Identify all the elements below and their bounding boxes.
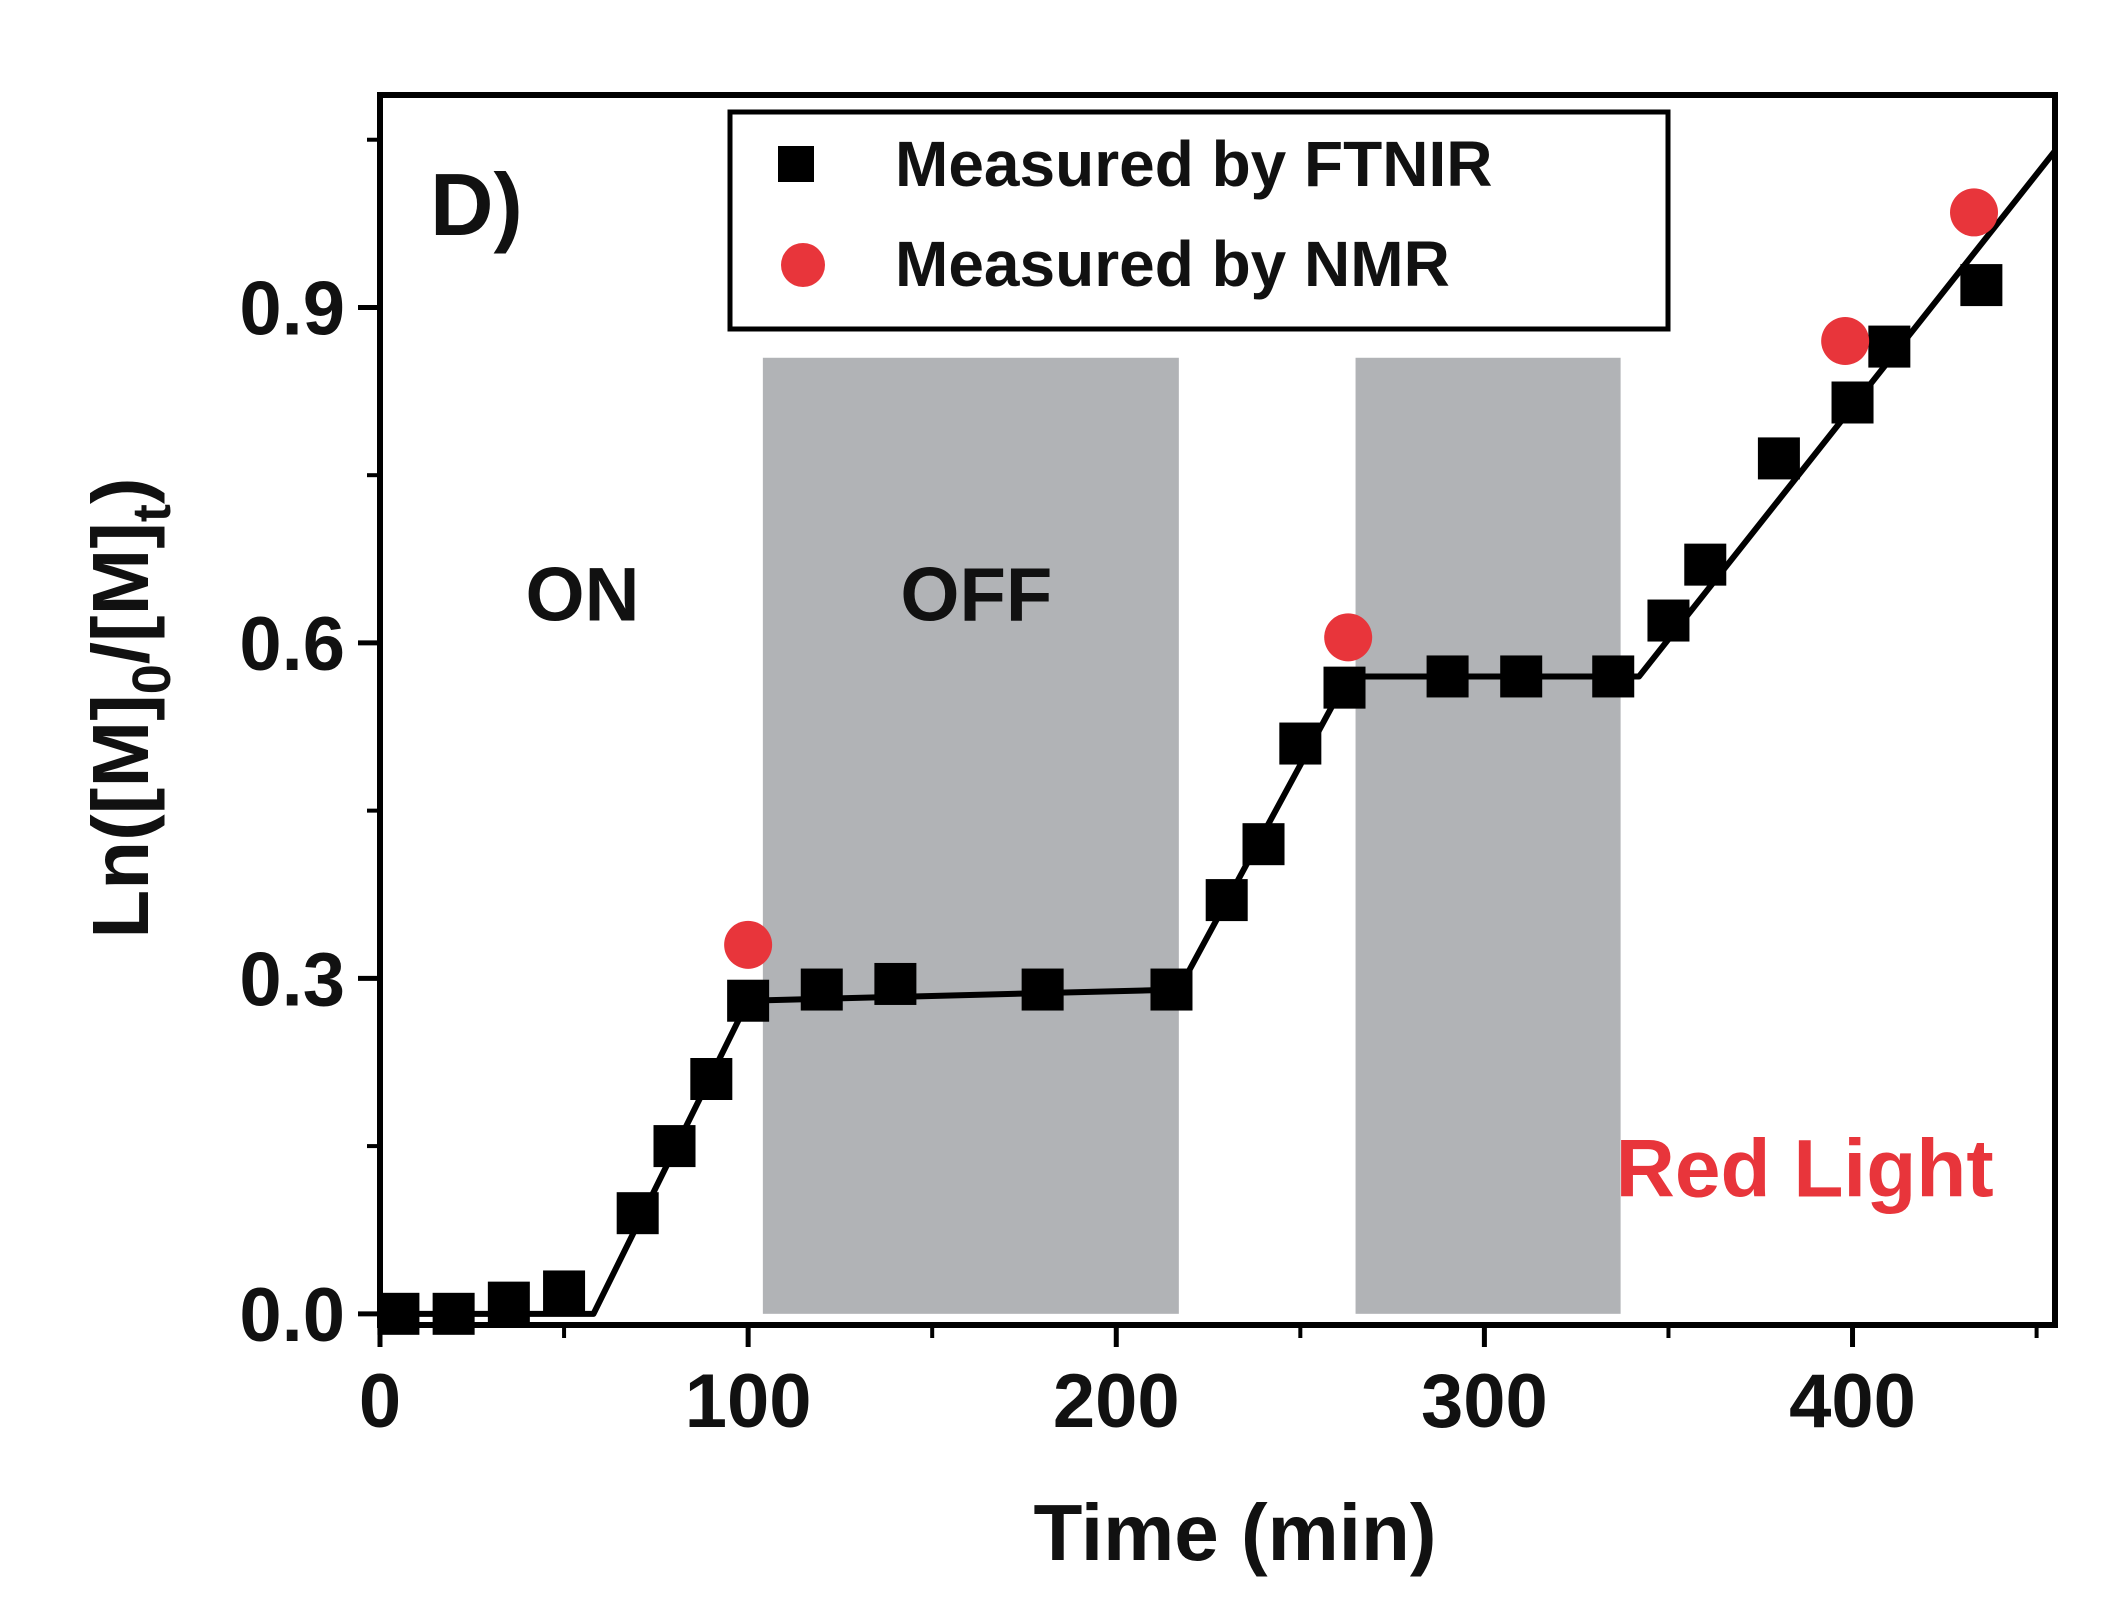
x-tick-label: 100 — [685, 1359, 812, 1444]
y-axis-label-part: Ln([M] — [76, 694, 165, 938]
legend-box — [727, 109, 1671, 332]
off-period-region — [762, 357, 1179, 1314]
panel-label: D) — [430, 155, 523, 254]
ftnir-point — [487, 1281, 530, 1324]
legend-label-nmr: Measured by NMR — [895, 228, 1450, 300]
y-tick-label: 0.6 — [239, 602, 345, 687]
legend-label-ftnir: Measured by FTNIR — [895, 128, 1492, 200]
ftnir-point — [1684, 543, 1727, 586]
nmr-point — [1950, 188, 1999, 237]
plot-frame — [377, 92, 2058, 1328]
ftnir-point — [1868, 325, 1911, 368]
ftnir-point — [1960, 264, 2003, 307]
ftnir-point — [1647, 599, 1690, 642]
nmr-point — [724, 920, 773, 969]
y-tick-label: 0.3 — [239, 937, 345, 1022]
shaded-regions — [762, 357, 1621, 1314]
x-tick-label: 200 — [1053, 1359, 1180, 1444]
axes: 0 100 200 300 400 0.0 0.3 0.6 0.9 — [239, 137, 2039, 1444]
y-axis-label-subscript: 0 — [122, 664, 182, 694]
ftnir-point — [874, 962, 917, 1005]
ftnir-point — [432, 1292, 475, 1335]
region-label: ON — [525, 553, 639, 638]
ftnir-point — [1831, 381, 1874, 424]
x-tick-label: 400 — [1789, 1359, 1916, 1444]
ftnir-point — [543, 1270, 586, 1313]
ftnir-point — [1757, 437, 1800, 480]
nmr-point — [1821, 317, 1870, 365]
y-axis-label: Ln([M]0/[M]t) — [76, 477, 182, 938]
nmr-point — [1324, 613, 1373, 662]
ftnir-point — [1242, 823, 1285, 866]
y-tick-label: 0.9 — [239, 266, 345, 351]
ftnir-point — [800, 968, 843, 1011]
ftnir-point — [1021, 968, 1064, 1011]
ftnir-point — [1150, 968, 1193, 1011]
off-period-region — [1355, 357, 1621, 1314]
y-axis-label-part: ) — [76, 477, 165, 504]
x-tick-label: 0 — [359, 1359, 401, 1444]
y-tick-label: 0.0 — [239, 1273, 345, 1358]
ftnir-point — [1426, 655, 1469, 698]
legend: Measured by FTNIR Measured by NMR — [727, 109, 1671, 332]
ftnir-point — [653, 1125, 696, 1168]
region-label: OFF — [900, 553, 1052, 638]
legend-circle-marker — [781, 243, 825, 287]
legend-square-marker — [778, 146, 814, 182]
data-marks — [377, 188, 2003, 1335]
y-axis-label-subscript: t — [122, 504, 182, 522]
ftnir-point — [727, 979, 770, 1022]
region-labels: ON OFF — [525, 553, 1052, 638]
ftnir-point — [1500, 655, 1543, 698]
ftnir-point — [1592, 655, 1635, 698]
ftnir-point — [616, 1192, 659, 1235]
ftnir-point — [1323, 666, 1366, 709]
ftnir-point — [1205, 879, 1248, 922]
ftnir-point — [690, 1058, 733, 1100]
ftnir-point — [377, 1292, 420, 1335]
y-axis-label-part: /[M] — [76, 522, 165, 664]
ftnir-point — [1279, 722, 1322, 765]
x-tick-label: 300 — [1421, 1359, 1548, 1444]
red-light-annotation: Red Light — [1616, 1123, 1994, 1214]
x-axis-label: Time (min) — [1033, 1488, 1436, 1577]
